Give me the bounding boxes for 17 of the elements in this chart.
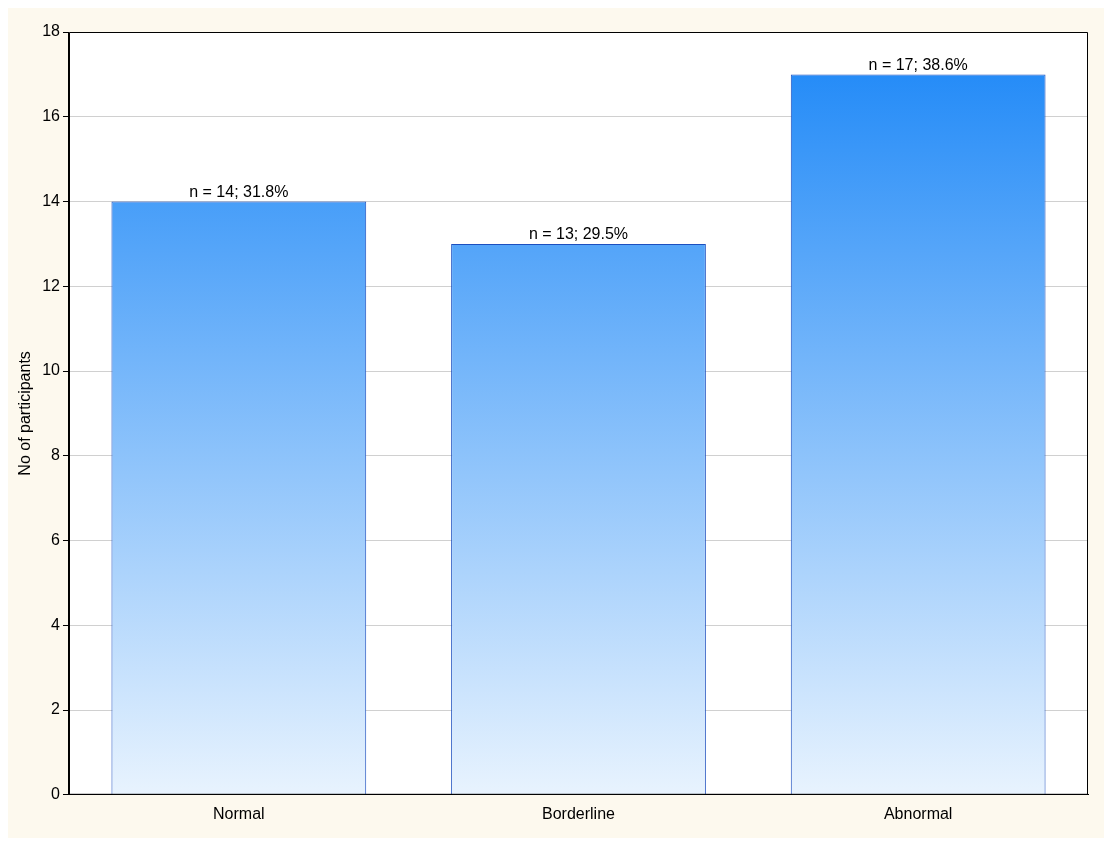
x-tick-label: Borderline: [542, 804, 616, 822]
y-tick-label: 2: [51, 700, 61, 718]
x-tick-label: Normal: [213, 804, 265, 822]
data-label: n = 13; 29.5%: [528, 225, 629, 243]
y-tick-label: 4: [51, 615, 61, 633]
data-label: n = 17; 38.6%: [868, 55, 968, 73]
y-tick-label: 16: [42, 107, 61, 125]
y-tick-label: 10: [42, 361, 61, 379]
y-axis-title: No of participants: [16, 351, 34, 476]
y-tick-label: 0: [51, 785, 61, 803]
y-tick-label: 6: [51, 530, 61, 548]
y-tick-label: 18: [42, 22, 61, 40]
y-tick-label: 12: [42, 276, 61, 294]
y-tick-label: 8: [51, 446, 61, 464]
x-tick-label: Abnormal: [883, 804, 953, 822]
data-label: n = 14; 31.8%: [189, 182, 289, 200]
y-tick-label: 14: [42, 191, 61, 209]
